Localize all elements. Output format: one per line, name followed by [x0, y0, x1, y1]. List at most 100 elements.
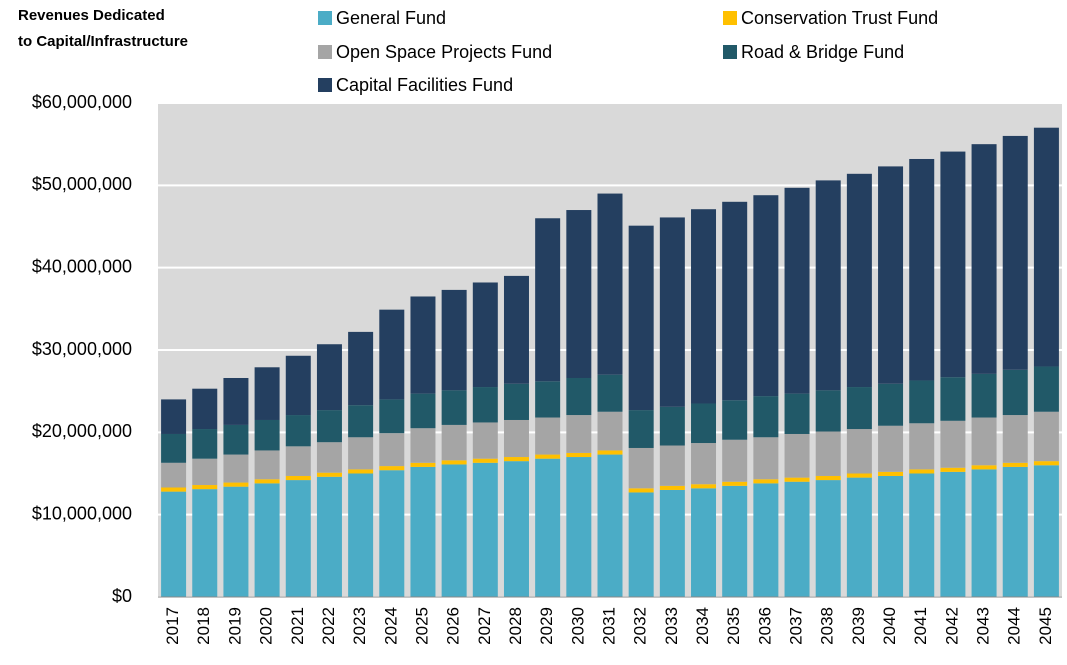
bar-segment: [566, 452, 592, 458]
bar-segment: [192, 388, 218, 430]
x-tick-label: 2040: [880, 607, 899, 645]
bar-segment: [722, 485, 748, 597]
bar-segment: [940, 151, 966, 378]
bar-segment: [192, 429, 218, 459]
bar-segment: [940, 420, 966, 468]
x-tick-label: 2039: [849, 607, 868, 645]
legend-swatch: [318, 78, 332, 92]
bar-segment: [223, 377, 249, 425]
bar-segment: [722, 400, 748, 440]
bar-segment: [254, 419, 280, 451]
bar-segment: [659, 445, 685, 486]
legend-label: Road & Bridge Fund: [741, 42, 904, 62]
bar-segment: [1002, 462, 1028, 467]
bar-segment: [878, 475, 904, 597]
bar-segment: [659, 485, 685, 490]
y-tick-label: $30,000,000: [32, 339, 132, 359]
bar-segment: [535, 458, 561, 597]
x-tick-label: 2035: [724, 607, 743, 645]
bar-segment: [940, 471, 966, 597]
bar-segment: [161, 491, 187, 597]
bar-segment: [566, 457, 592, 597]
bar-segment: [722, 439, 748, 482]
x-tick-label: 2019: [225, 607, 244, 645]
bar-segment: [472, 282, 498, 388]
bar-segment: [691, 484, 717, 489]
bar-segment: [1033, 465, 1059, 597]
bar-segment: [379, 399, 405, 434]
bar-segment: [285, 480, 311, 597]
bar-segment: [846, 387, 872, 430]
x-tick-label: 2020: [257, 607, 276, 645]
bar-segment: [285, 475, 311, 481]
x-tick-label: 2045: [1036, 607, 1055, 645]
bar-segment: [815, 431, 841, 476]
legend-swatch: [723, 11, 737, 25]
bar-segment: [535, 454, 561, 459]
bar-segment: [316, 410, 342, 443]
bar-segment: [878, 166, 904, 384]
bar-segment: [503, 383, 529, 420]
bar-segment: [161, 399, 187, 434]
x-tick-label: 2021: [288, 607, 307, 645]
bar-segment: [161, 462, 187, 488]
bar-segment: [784, 393, 810, 434]
bar-segment: [348, 437, 374, 470]
x-tick-label: 2029: [537, 607, 556, 645]
bar-segment: [1002, 135, 1028, 370]
legend-label: General Fund: [336, 8, 446, 28]
bar-segment: [940, 377, 966, 421]
x-tick-label: 2041: [911, 607, 930, 645]
bar-segment: [659, 217, 685, 407]
bar-segment: [441, 424, 467, 461]
y-tick-label: $10,000,000: [32, 503, 132, 523]
bar-segment: [909, 423, 935, 470]
bar-segment: [472, 422, 498, 459]
bar-segment: [379, 309, 405, 400]
bar-segment: [784, 481, 810, 597]
bar-segment: [597, 450, 623, 455]
legend-label: Conservation Trust Fund: [741, 8, 938, 28]
bar-segment: [410, 466, 436, 597]
bar-segment: [753, 396, 779, 438]
x-tick-label: 2042: [942, 607, 961, 645]
x-tick-label: 2043: [974, 607, 993, 645]
bar-segment: [192, 485, 218, 490]
bar-segment: [379, 470, 405, 597]
bar-segment: [597, 454, 623, 597]
x-tick-label: 2034: [693, 607, 712, 645]
bar-segment: [909, 380, 935, 424]
legend-swatch: [318, 11, 332, 25]
x-tick-label: 2036: [755, 607, 774, 645]
bar-segment: [971, 373, 997, 418]
bar-segment: [410, 296, 436, 394]
chart-title: to Capital/Infrastructure: [18, 33, 188, 50]
bar-segment: [1033, 366, 1059, 412]
bar-segment: [223, 486, 249, 597]
bar-segment: [472, 458, 498, 463]
y-tick-label: $40,000,000: [32, 256, 132, 276]
bar-segment: [161, 433, 187, 463]
bar-segment: [971, 465, 997, 470]
bar-segment: [348, 405, 374, 438]
bar-segment: [909, 158, 935, 381]
bar-segment: [192, 458, 218, 486]
bar-segment: [503, 419, 529, 458]
bar-segment: [628, 447, 654, 489]
x-tick-label: 2018: [194, 607, 213, 645]
legend-swatch: [318, 45, 332, 59]
bar-segment: [348, 473, 374, 597]
bar-segment: [628, 225, 654, 411]
bar-segment: [971, 469, 997, 597]
bar-segment: [1033, 461, 1059, 466]
y-tick-label: $60,000,000: [32, 92, 132, 112]
bar-segment: [753, 483, 779, 597]
x-tick-label: 2031: [599, 607, 618, 645]
bar-segment: [410, 462, 436, 467]
x-tick-label: 2030: [568, 607, 587, 645]
bar-segment: [846, 473, 872, 478]
bar-segment: [940, 467, 966, 472]
bar-segment: [254, 479, 280, 484]
bar-segment: [784, 433, 810, 478]
